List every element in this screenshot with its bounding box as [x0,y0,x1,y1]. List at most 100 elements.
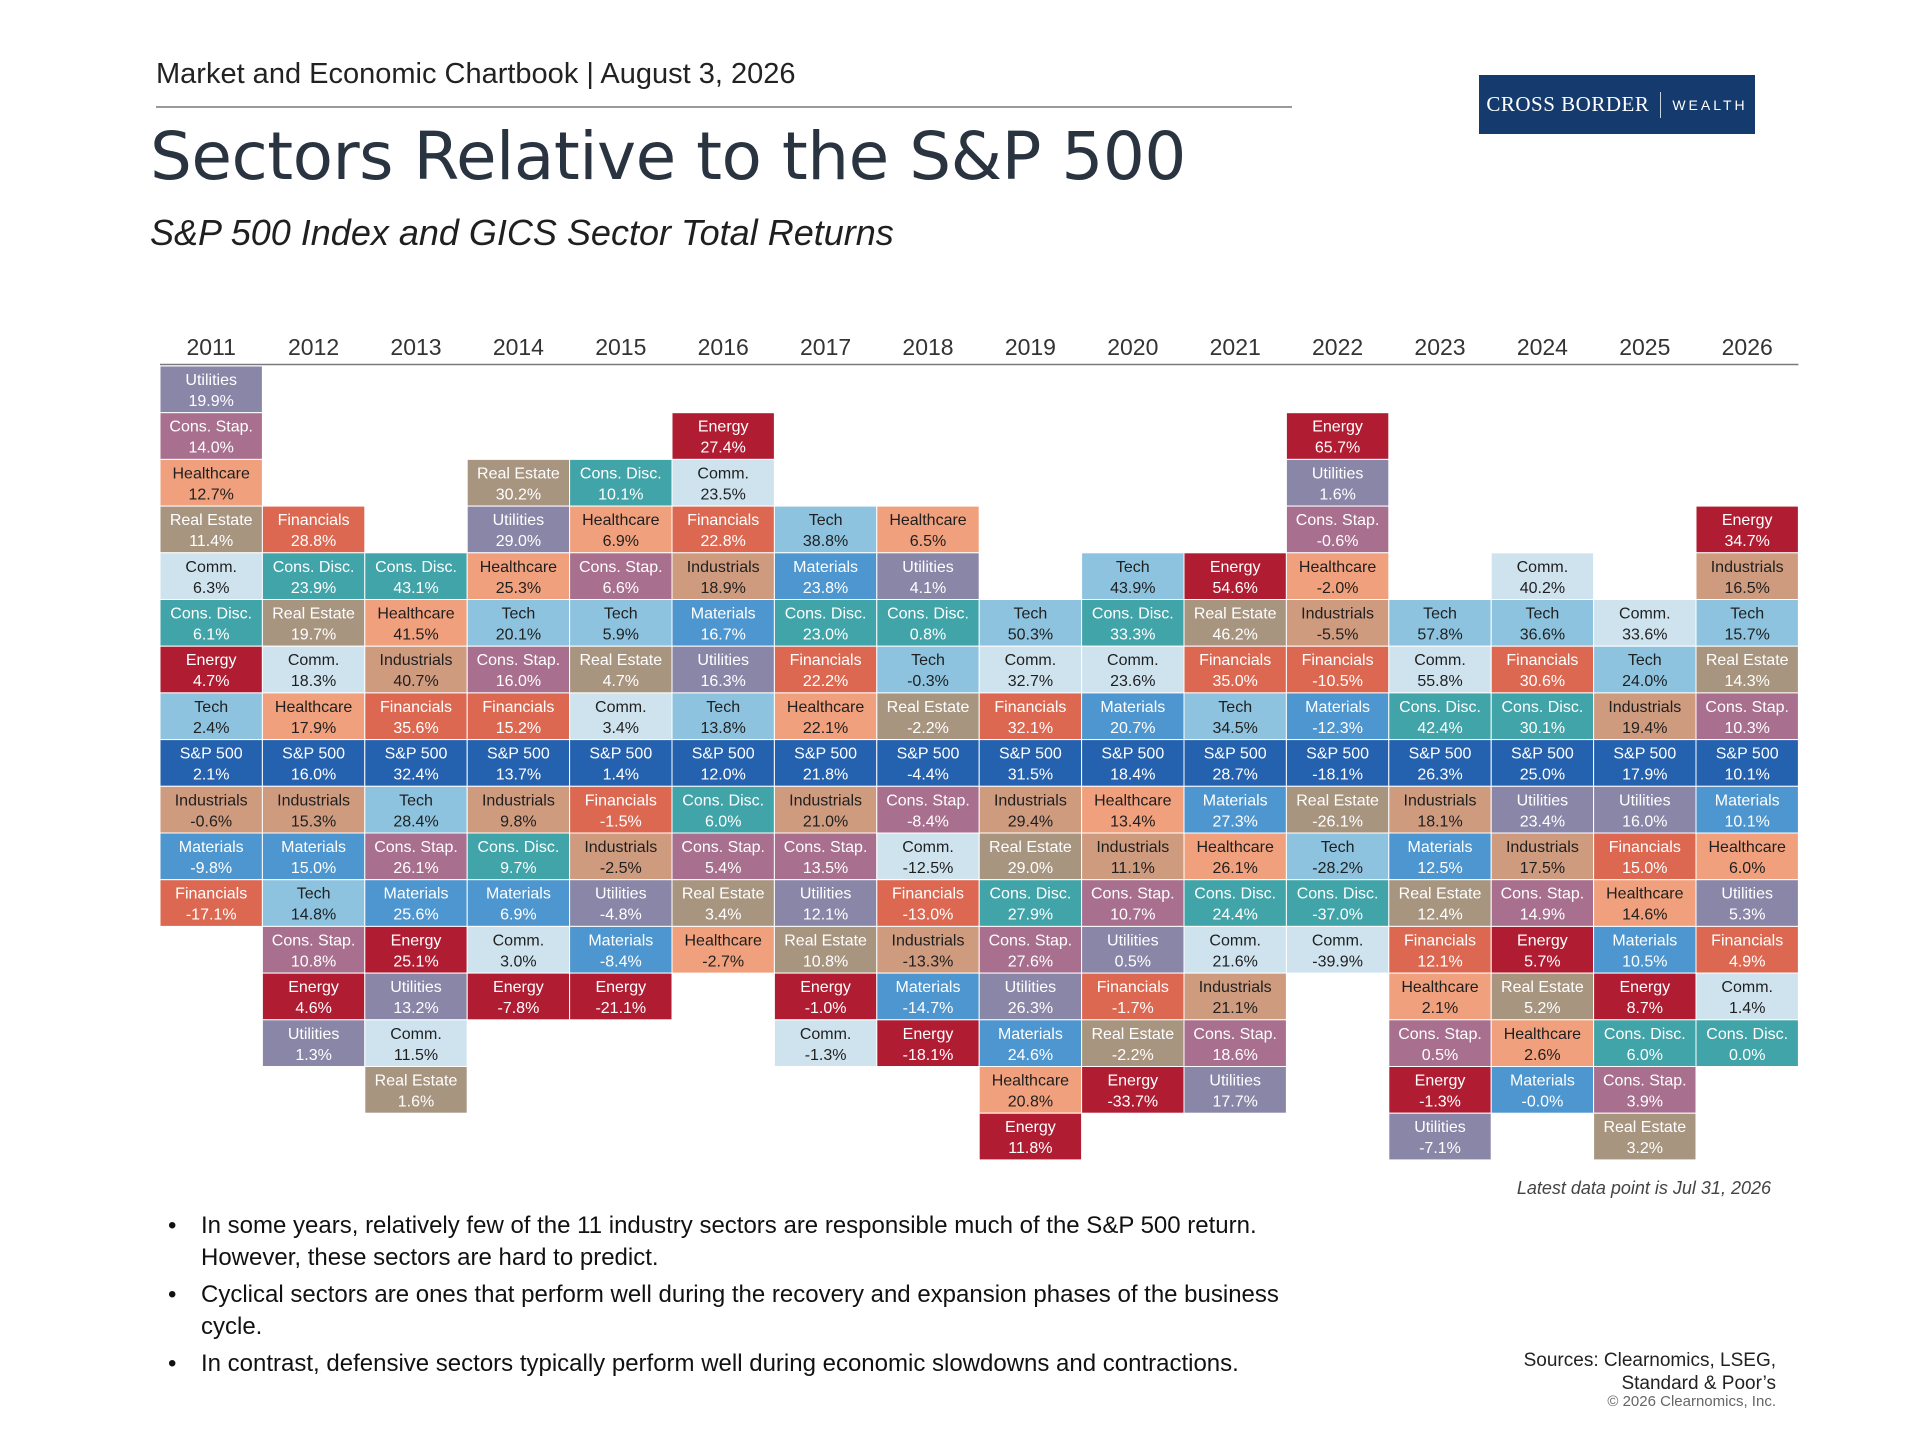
sector-cell [466,785,571,834]
bullet-text: In some years, relatively few of the 11 … [201,1212,1257,1271]
sector-cell [364,552,468,600]
sector-name-label: Healthcare [173,465,250,482]
sector-name-label: Financials [1609,839,1681,856]
sector-cell [1388,1112,1492,1161]
sector-name-label: Comm. [493,932,545,949]
sector-cell [1695,552,1799,600]
sector-name-label: S&P 500 [794,746,857,763]
benchmark-cell [1081,739,1185,787]
sector-name-label: Healthcare [1504,1026,1581,1043]
sector-return-label: 30.1% [1520,720,1565,737]
sector-return-label: 17.9% [1622,767,1667,784]
sector-cell [569,879,673,927]
sector-return-label: 21.0% [803,813,848,830]
sector-name-label: Utilities [800,886,852,903]
sector-return-label: 12.1% [803,907,848,924]
sector-return-label: 28.4% [393,813,438,830]
benchmark-cell [1183,739,1287,787]
sector-name-label: Cons. Stap. [374,839,458,856]
sector-return-label: 29.0% [496,533,541,550]
sector-cell [671,879,775,927]
sector-name-label: Cons. Stap. [272,932,356,949]
sector-cell [364,692,468,741]
sector-return-label: 4.1% [910,580,946,597]
sector-returns-chart: 2011 Utilities 19.9% Cons. Stap. 14.0% Health… [159,334,1799,1161]
sector-name-label: Real Estate [477,465,560,482]
sector-return-label: 65.7% [1315,440,1360,457]
sector-return-label: 27.9% [1008,907,1053,924]
sector-cell [1183,879,1287,927]
sector-cell [1490,972,1595,1021]
sector-cell [1490,1019,1595,1067]
sector-cell [876,1019,980,1067]
sector-return-label: 11.1% [1111,860,1155,877]
sector-name-label: Tech [502,606,536,623]
sector-name-label: Cons. Stap. [579,559,663,576]
sector-cell [569,925,673,974]
kicker-divider [156,106,1292,108]
sector-name-label: Materials [1408,839,1473,856]
sector-cell [1593,692,1697,741]
sector-name-label: Energy [1722,512,1773,529]
sector-name-label: S&P 500 [1409,746,1472,763]
sector-return-label: 32.4% [393,767,438,784]
sector-name-label: Comm. [800,1026,852,1043]
sector-return-label: 25.3% [496,580,541,597]
sector-name-label: Financials [1199,652,1271,669]
sector-return-label: -2.7% [702,953,744,970]
sector-name-label: Materials [896,979,961,996]
sector-cell [1183,832,1287,881]
bullet-dot: • [168,1350,177,1377]
sector-cell [671,832,775,881]
commentary-bullets: • In some years, relatively few of the 11… [168,1210,1338,1385]
sector-name-label: Comm. [1312,932,1364,949]
sector-cell [1285,412,1390,460]
sector-return-label: 34.5% [1213,720,1258,737]
sector-name-label: Real Estate [1501,979,1584,996]
sector-cell [876,925,980,974]
sector-name-label: Materials [486,886,551,903]
sector-cell [1183,972,1287,1021]
sector-name-label: Comm. [185,559,237,576]
sector-return-label: 17.7% [1213,1094,1258,1111]
sector-name-label: S&P 500 [1204,746,1267,763]
sector-cell [1593,972,1697,1021]
sector-name-label: Utilities [288,1026,340,1043]
sector-return-label: 22.2% [803,673,848,690]
sector-name-label: Materials [1100,699,1165,716]
sector-return-label: 26.1% [393,860,438,877]
sector-return-label: 55.8% [1417,673,1462,690]
sector-return-label: -2.2% [907,720,949,737]
sector-name-label: Energy [698,419,749,436]
sector-name-label: Tech [1730,606,1764,623]
sector-return-label: 25.6% [393,907,438,924]
sector-return-label: 4.6% [295,1000,331,1017]
sector-return-label: -13.3% [903,953,954,970]
sector-name-label: Tech [297,886,331,903]
sector-return-label: 46.2% [1213,627,1258,644]
sector-name-label: Cons. Stap. [886,792,970,809]
sector-name-label: Materials [1612,932,1677,949]
logo-secondary-text: WEALTH [1672,96,1748,113]
sector-return-label: 3.0% [500,953,536,970]
benchmark-cell [1388,739,1492,787]
sector-return-label: 21.8% [803,767,848,784]
sector-return-label: -21.1% [595,1000,646,1017]
sector-name-label: Cons. Stap. [1705,699,1789,716]
sector-name-label: Materials [998,1026,1063,1043]
sector-cell [364,1019,468,1067]
sector-return-label: 23.0% [803,627,848,644]
sector-name-label: Real Estate [1194,606,1277,623]
sector-return-label: 1.4% [1729,1000,1765,1017]
sector-return-label: 5.4% [705,860,741,877]
sector-name-label: Tech [1321,839,1355,856]
sector-cell [1593,879,1697,927]
sector-return-label: 14.3% [1725,673,1770,690]
sector-return-label: 8.7% [1627,1000,1663,1017]
sector-name-label: Real Estate [887,699,970,716]
sector-cell [978,879,1083,927]
sector-return-label: -2.5% [600,860,642,877]
sector-name-label: Industrials [1096,839,1169,856]
sector-cell [1695,972,1799,1021]
sector-cell [1285,879,1390,927]
